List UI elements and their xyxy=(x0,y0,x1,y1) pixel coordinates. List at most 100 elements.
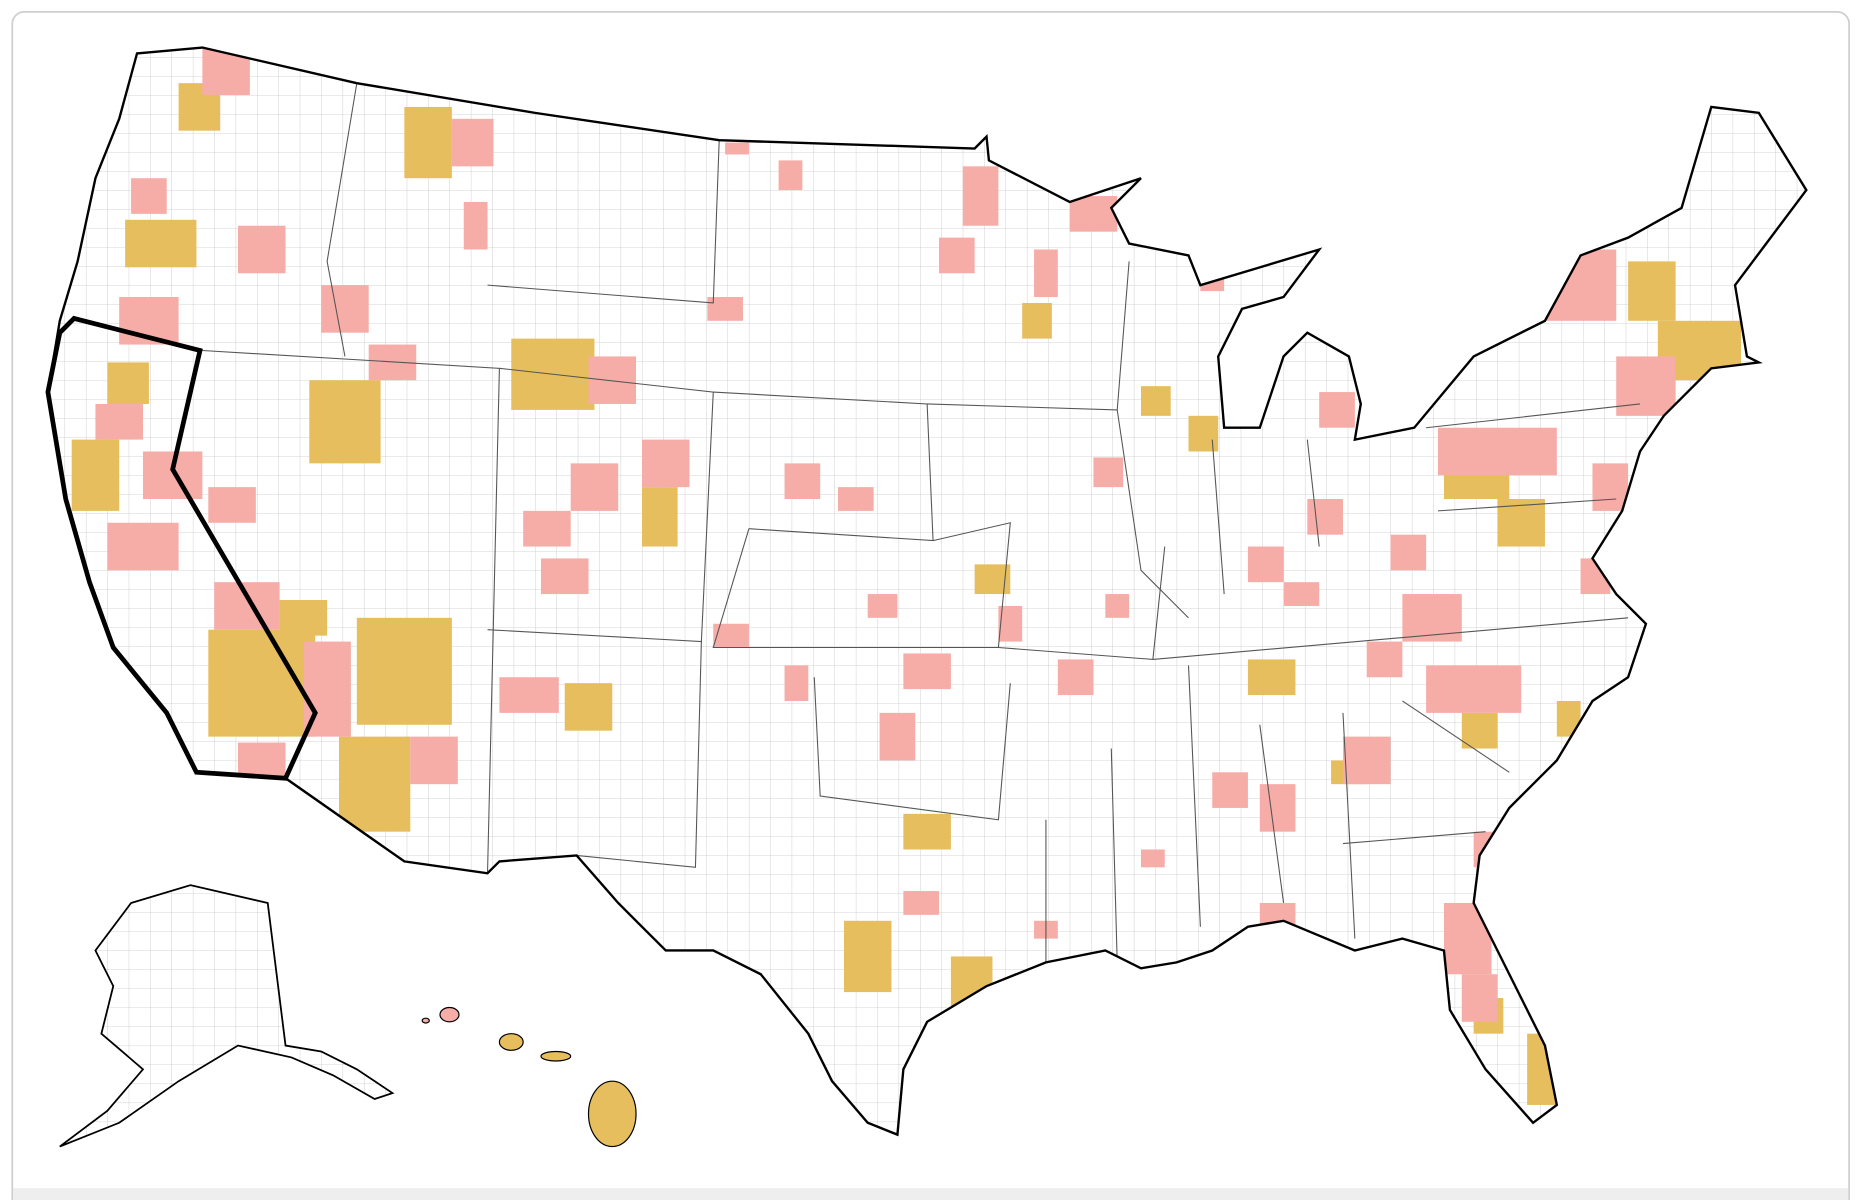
county-highlight xyxy=(279,600,328,636)
state-border xyxy=(1342,712,1356,939)
state-border xyxy=(1187,665,1201,927)
island xyxy=(498,1033,524,1051)
county-highlight xyxy=(107,522,179,571)
county-highlight xyxy=(131,178,167,214)
county-highlight xyxy=(451,118,494,167)
county-highlight xyxy=(1247,659,1296,696)
county-highlight xyxy=(356,617,452,725)
county-highlight xyxy=(1556,700,1581,737)
county-highlight xyxy=(962,166,999,226)
county-highlight xyxy=(309,380,381,464)
county-highlight xyxy=(778,160,803,191)
county-highlight xyxy=(641,487,678,547)
county-highlight xyxy=(1140,849,1165,868)
county-highlight xyxy=(410,736,458,785)
county-highlight xyxy=(107,362,149,404)
state-border xyxy=(487,140,720,304)
island xyxy=(421,1017,430,1024)
county-highlight xyxy=(1616,356,1676,416)
county-highlight xyxy=(784,463,821,500)
state-border xyxy=(1211,439,1225,595)
county-highlight xyxy=(339,736,411,832)
island xyxy=(587,1080,637,1148)
county-highlight xyxy=(208,487,256,523)
state-border xyxy=(1402,700,1510,773)
county-highlight xyxy=(1461,712,1498,749)
state-border xyxy=(326,83,358,357)
county-highlight xyxy=(95,403,143,440)
county-highlight xyxy=(1212,772,1248,808)
state-border xyxy=(1152,617,1629,660)
county-highlight xyxy=(1283,582,1320,606)
county-highlight xyxy=(1247,546,1284,583)
county-highlight xyxy=(540,558,589,595)
county-highlight xyxy=(641,439,690,488)
county-highlight xyxy=(1390,534,1427,571)
state-border xyxy=(813,677,1011,821)
county-highlight xyxy=(1342,736,1391,785)
county-highlight xyxy=(321,285,369,333)
county-highlight xyxy=(523,510,571,547)
county-highlight xyxy=(1069,196,1118,232)
county-highlight xyxy=(1188,415,1219,452)
county-highlight xyxy=(238,225,286,274)
county-highlight xyxy=(838,487,874,511)
county-highlight xyxy=(1461,974,1498,1022)
state-border xyxy=(1306,439,1320,547)
county-highlight xyxy=(570,463,619,511)
island xyxy=(439,1006,460,1023)
county-highlight xyxy=(238,742,286,779)
county-highlight xyxy=(463,201,488,250)
county-highlight xyxy=(1426,665,1522,713)
county-highlight xyxy=(125,219,197,268)
county-highlight xyxy=(1140,386,1171,416)
county-highlight xyxy=(142,451,203,500)
county-highlight xyxy=(1628,261,1676,321)
county-highlight xyxy=(1093,457,1124,488)
state-border xyxy=(1437,498,1617,512)
county-highlight xyxy=(1034,249,1058,298)
county-highlight xyxy=(71,439,120,511)
county-highlight xyxy=(1438,427,1557,476)
county-highlight xyxy=(903,653,951,690)
state-border xyxy=(576,641,702,868)
state-border xyxy=(487,367,714,643)
county-highlight xyxy=(404,106,452,179)
county-highlight xyxy=(1307,499,1343,535)
county-highlight xyxy=(499,677,559,713)
state-border xyxy=(1110,748,1118,963)
state-border xyxy=(1342,831,1486,845)
footer-bar xyxy=(13,1188,1848,1200)
coastline xyxy=(46,46,1808,1137)
state-border xyxy=(1116,409,1189,619)
county-highlight xyxy=(1022,302,1052,339)
selected-state xyxy=(45,315,318,781)
state-border xyxy=(1426,403,1641,429)
county-highlight xyxy=(707,297,743,321)
county-highlight xyxy=(1319,392,1355,428)
state-border xyxy=(1259,724,1285,904)
county-highlight xyxy=(725,142,749,155)
county-highlight xyxy=(1592,463,1629,511)
county-highlight xyxy=(939,237,975,274)
county-highlight xyxy=(903,891,940,915)
county-highlight xyxy=(1259,784,1296,832)
county-highlight xyxy=(564,683,613,731)
county-highlight xyxy=(214,582,280,630)
state-border xyxy=(713,391,934,542)
county-highlight xyxy=(784,665,809,701)
county-highlight xyxy=(713,623,749,648)
island xyxy=(540,1050,572,1062)
county-highlight xyxy=(1105,594,1130,618)
county-highlight xyxy=(998,605,1023,642)
county-highlight xyxy=(1057,659,1094,696)
county-highlight xyxy=(588,356,637,404)
county-highlight xyxy=(843,920,892,993)
county-highlight xyxy=(1366,641,1403,678)
county-highlight xyxy=(867,594,898,618)
county-highlight xyxy=(903,813,951,850)
coastline xyxy=(59,884,395,1148)
county-highlight xyxy=(879,712,916,761)
